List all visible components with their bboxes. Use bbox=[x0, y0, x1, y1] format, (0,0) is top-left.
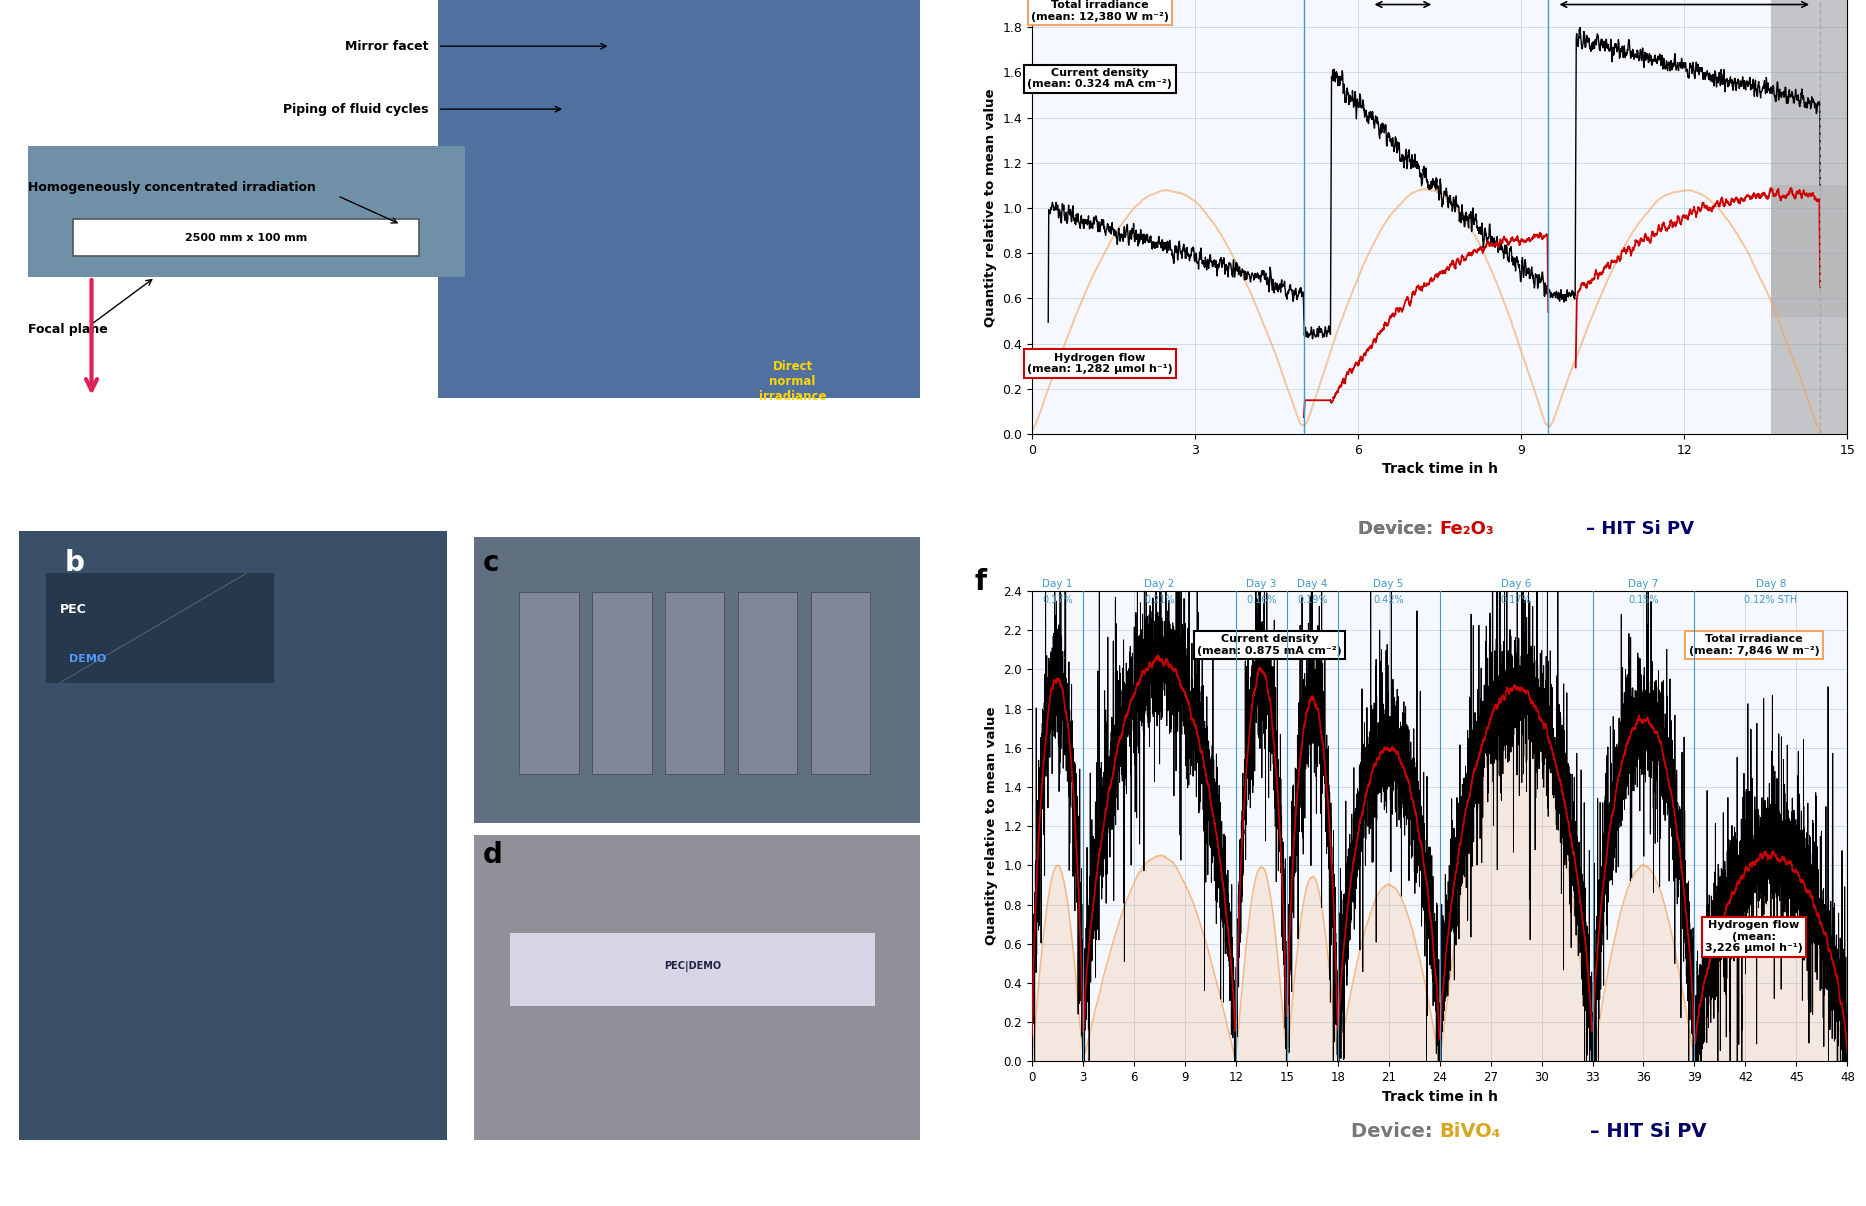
Bar bbox=[474, 537, 920, 822]
Text: Fe₂O₃: Fe₂O₃ bbox=[1441, 520, 1495, 538]
Bar bbox=[1771, 186, 1847, 316]
Text: Total irradiance
(mean: 12,380 W m⁻²): Total irradiance (mean: 12,380 W m⁻²) bbox=[1030, 0, 1168, 22]
Text: Day 2: Day 2 bbox=[1144, 579, 1174, 589]
Text: 0.21%: 0.21% bbox=[1144, 595, 1174, 604]
Text: 0.19%: 0.19% bbox=[1297, 595, 1327, 604]
Text: PEC|DEMO: PEC|DEMO bbox=[664, 961, 720, 972]
Bar bbox=[511, 932, 875, 1006]
Text: Device:: Device: bbox=[1358, 520, 1441, 538]
Text: DEMO: DEMO bbox=[69, 654, 106, 663]
Text: Homogeneously concentrated irradiation: Homogeneously concentrated irradiation bbox=[28, 181, 315, 194]
Text: 0.42%: 0.42% bbox=[1373, 595, 1403, 604]
X-axis label: Track time in h: Track time in h bbox=[1381, 1089, 1498, 1103]
Bar bbox=[474, 835, 920, 1140]
Text: b: b bbox=[63, 549, 84, 576]
Bar bbox=[28, 146, 465, 277]
Text: c: c bbox=[483, 549, 500, 576]
Text: PEC: PEC bbox=[60, 603, 86, 616]
Text: Piping of fluid cycles: Piping of fluid cycles bbox=[284, 103, 429, 116]
Text: 2500 mm x 100 mm: 2500 mm x 100 mm bbox=[185, 233, 308, 242]
Bar bbox=[592, 592, 651, 774]
Text: – HIT Si PV: – HIT Si PV bbox=[1586, 520, 1694, 538]
Text: Day 6: Day 6 bbox=[1500, 579, 1532, 589]
Text: Total irradiance
(mean: 7,846 W m⁻²): Total irradiance (mean: 7,846 W m⁻²) bbox=[1689, 634, 1819, 656]
Bar bbox=[437, 0, 920, 398]
Bar bbox=[739, 592, 797, 774]
Text: Day 1: Day 1 bbox=[1043, 579, 1073, 589]
Bar bbox=[812, 592, 870, 774]
Text: Current density
(mean: 0.875 mA cm⁻²): Current density (mean: 0.875 mA cm⁻²) bbox=[1198, 634, 1342, 656]
Text: Device:: Device: bbox=[1358, 520, 1441, 538]
Bar bbox=[19, 531, 446, 1140]
Bar bbox=[47, 573, 274, 683]
Text: Hydrogen flow
(mean: 1,282 μmol h⁻¹): Hydrogen flow (mean: 1,282 μmol h⁻¹) bbox=[1026, 352, 1172, 374]
Bar bbox=[664, 592, 724, 774]
Text: 0.16%: 0.16% bbox=[1246, 595, 1276, 604]
Text: Direct
normal
irradiance: Direct normal irradiance bbox=[759, 361, 827, 404]
Text: Mirror facet: Mirror facet bbox=[345, 40, 429, 53]
Text: 0.15%: 0.15% bbox=[1629, 595, 1659, 604]
Y-axis label: Quantity relative to mean value: Quantity relative to mean value bbox=[983, 89, 996, 327]
Text: Day 4: Day 4 bbox=[1297, 579, 1327, 589]
Text: Day 8: Day 8 bbox=[1756, 579, 1786, 589]
Bar bbox=[1771, 0, 1847, 434]
Text: Device:: Device: bbox=[1351, 1123, 1441, 1141]
Text: Day 5: Day 5 bbox=[1373, 579, 1403, 589]
X-axis label: Track time in h: Track time in h bbox=[1381, 462, 1498, 476]
Text: 0.17%: 0.17% bbox=[1041, 595, 1073, 604]
Text: Day 7: Day 7 bbox=[1629, 579, 1659, 589]
Text: – HIT Si PV: – HIT Si PV bbox=[1590, 1123, 1707, 1141]
Text: 0.12% STH: 0.12% STH bbox=[1745, 595, 1797, 604]
Text: d: d bbox=[483, 842, 504, 870]
Text: 0.17%: 0.17% bbox=[1500, 595, 1532, 604]
Text: Hydrogen flow
(mean:
3,226 μmol h⁻¹): Hydrogen flow (mean: 3,226 μmol h⁻¹) bbox=[1706, 920, 1803, 954]
Bar bbox=[73, 219, 420, 256]
Text: f: f bbox=[974, 568, 987, 596]
Text: Current density
(mean: 0.324 mA cm⁻²): Current density (mean: 0.324 mA cm⁻²) bbox=[1028, 68, 1172, 89]
Bar bbox=[519, 592, 578, 774]
Y-axis label: Quantity relative to mean value: Quantity relative to mean value bbox=[985, 707, 998, 946]
Text: BiVO₄: BiVO₄ bbox=[1441, 1123, 1500, 1141]
Text: Focal plane: Focal plane bbox=[28, 323, 108, 336]
Text: Day 3: Day 3 bbox=[1246, 579, 1276, 589]
